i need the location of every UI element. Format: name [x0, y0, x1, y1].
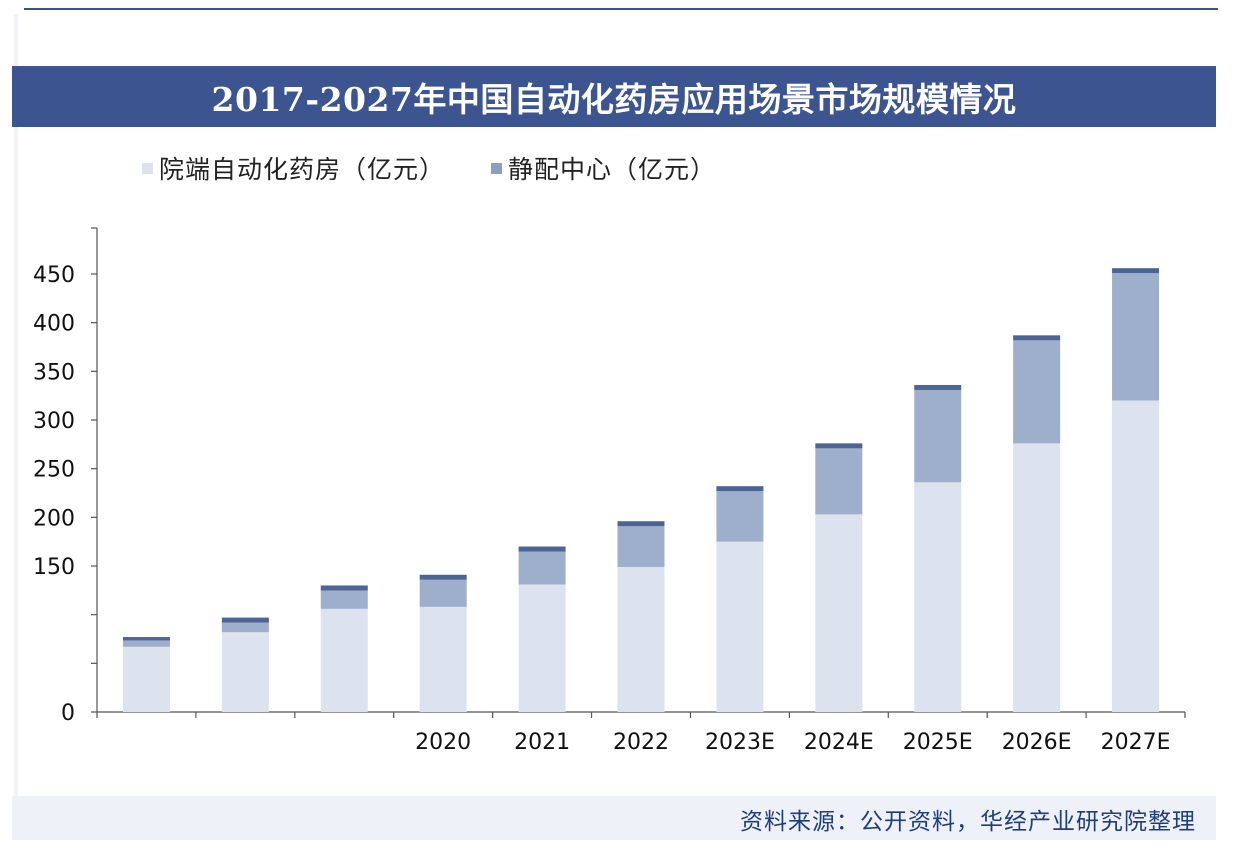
bar-hospital-2025E: [914, 482, 962, 712]
top-rule: [24, 8, 1218, 10]
y-tick-label: 300: [33, 409, 75, 434]
x-tick-label: 2022: [613, 730, 669, 755]
y-tick-label: 200: [33, 506, 75, 531]
bars: [122, 268, 1160, 712]
bar-hospital-2022: [617, 566, 665, 712]
y-tick-label: 0: [61, 701, 75, 726]
bar-pivas-cap-2017: [122, 637, 170, 641]
bar-pivas-2020: [419, 579, 467, 607]
x-tick-label: 2027E: [1101, 730, 1171, 755]
y-tick-label: 250: [33, 458, 75, 483]
bar-pivas-2022: [617, 526, 665, 567]
legend: 院端自动化药房（亿元） 静配中心（亿元）: [142, 148, 716, 188]
bar-pivas-2023E: [716, 491, 764, 542]
axis-labels: 0 150 200 250 300 350 400 450 2020 2021 2022 2023E 2…: [33, 263, 1170, 755]
bar-pivas-cap-2022: [617, 521, 665, 527]
legend-swatch-hospital: [142, 162, 153, 174]
y-tick-label: 450: [33, 263, 75, 288]
legend-item-hospital: 院端自动化药房（亿元）: [142, 150, 445, 186]
bar-pivas-cap-2026E: [1013, 335, 1061, 341]
x-tick-label: 2026E: [1002, 730, 1072, 755]
x-tick-label: 2024E: [804, 730, 874, 755]
bar-pivas-2017: [122, 640, 170, 647]
x-tick-label: 2023E: [705, 730, 775, 755]
x-tick-label: 2020: [415, 730, 471, 755]
y-tick-label: 150: [33, 555, 75, 580]
bar-pivas-2024E: [815, 448, 863, 515]
legend-swatch-pivas: [491, 162, 503, 174]
bar-pivas-2027E: [1112, 273, 1160, 401]
title-bar: 2017-2027年中国自动化药房应用场景市场规模情况: [12, 66, 1216, 127]
bar-pivas-cap-2025E: [914, 384, 962, 390]
bar-pivas-cap-2023E: [716, 486, 764, 492]
left-strip: [14, 14, 18, 834]
source-bar: 资料来源：公开资料，华经产业研究院整理: [12, 796, 1216, 840]
legend-label-pivas: 静配中心（亿元）: [508, 155, 717, 184]
bar-pivas-cap-2024E: [815, 443, 863, 449]
y-tick-label: 350: [33, 360, 75, 385]
bar-hospital-2026E: [1013, 443, 1061, 712]
bar-hospital-2021: [518, 584, 566, 712]
bar-pivas-cap-2027E: [1112, 268, 1160, 274]
bar-hospital-2018: [221, 632, 269, 712]
bar-pivas-2026E: [1013, 340, 1061, 444]
chart-title: 2017-2027年中国自动化药房应用场景市场规模情况: [211, 79, 1017, 119]
bar-pivas-2018: [221, 622, 269, 633]
bar-hospital-2019: [320, 608, 368, 712]
bar-pivas-2019: [320, 590, 368, 609]
bar-hospital-2017: [122, 646, 170, 712]
x-tick-label: 2021: [514, 730, 570, 755]
source-note: 资料来源：公开资料，华经产业研究院整理: [740, 809, 1196, 835]
bar-hospital-2020: [419, 606, 467, 712]
legend-label-hospital: 院端自动化药房（亿元）: [159, 155, 446, 184]
bar-pivas-2025E: [914, 389, 962, 483]
x-tick-label: 2025E: [903, 730, 973, 755]
bar-hospital-2024E: [815, 514, 863, 712]
bar-hospital-2023E: [716, 541, 764, 712]
y-tick-label: 400: [33, 312, 75, 337]
bar-pivas-cap-2021: [518, 546, 566, 552]
legend-item-pivas: 静配中心（亿元）: [491, 150, 716, 186]
bar-pivas-cap-2020: [419, 574, 467, 580]
bar-pivas-cap-2018: [221, 617, 269, 623]
bar-hospital-2027E: [1112, 400, 1160, 712]
bar-pivas-2021: [518, 551, 566, 585]
bar-pivas-cap-2019: [320, 585, 368, 591]
